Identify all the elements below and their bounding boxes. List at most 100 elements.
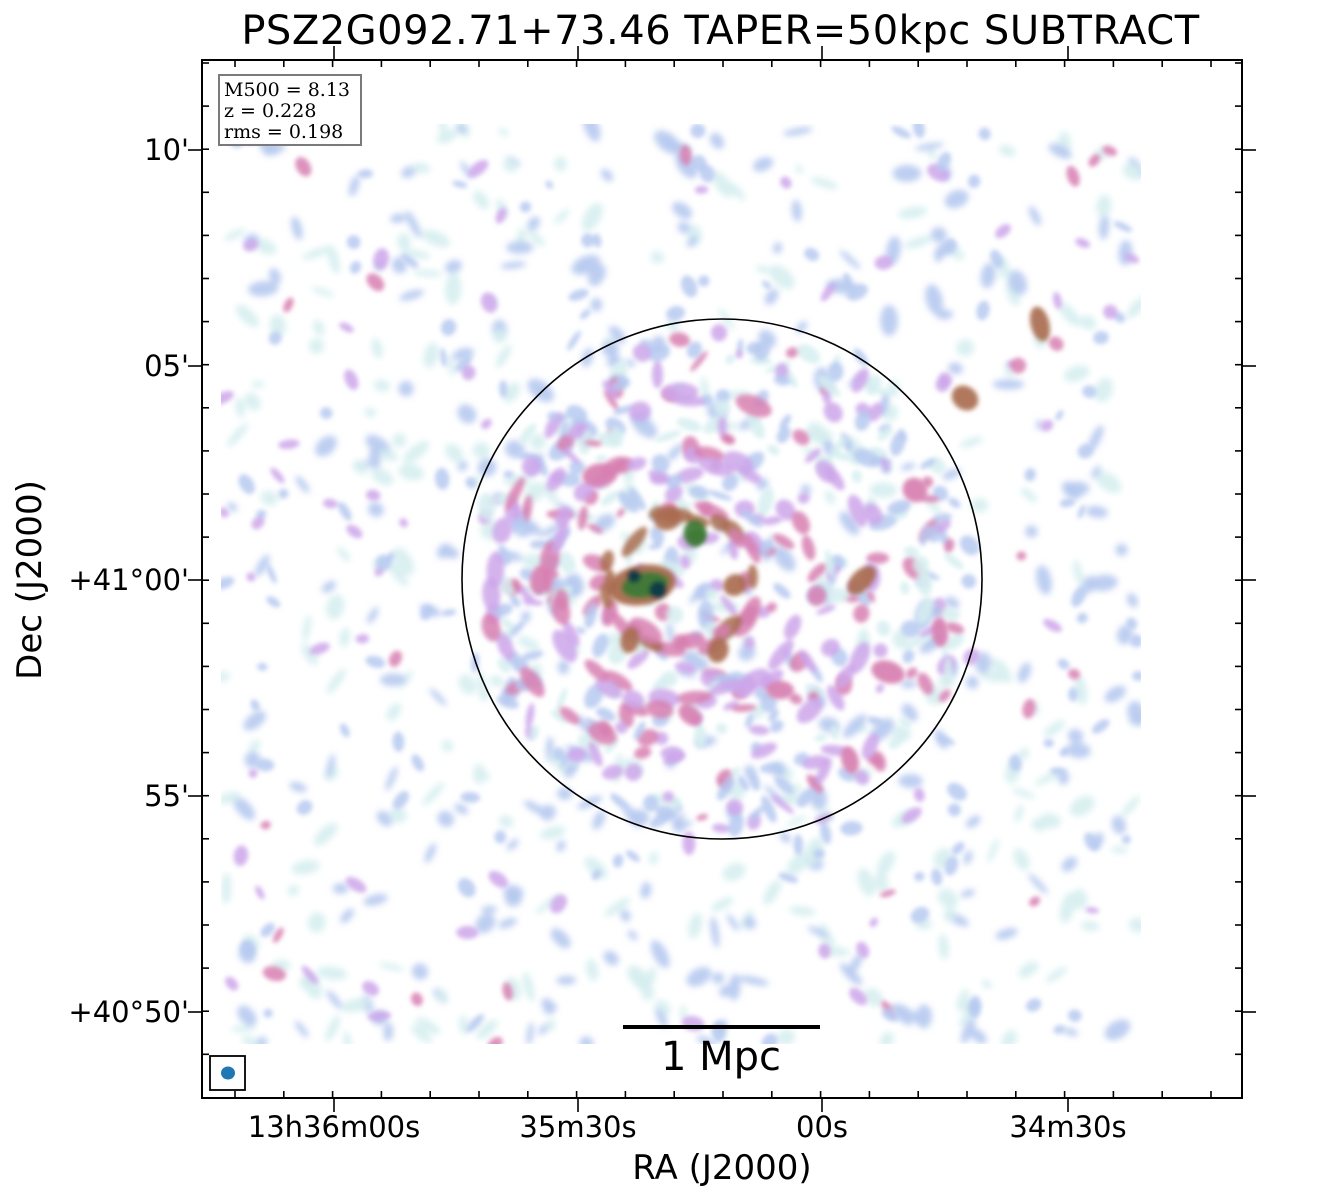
emission-blob	[411, 963, 429, 980]
emission-blob	[586, 958, 599, 982]
emission-blob	[526, 1022, 534, 1044]
emission-blob	[819, 822, 832, 845]
emission-blob	[472, 442, 490, 459]
emission-blob	[1122, 163, 1141, 181]
emission-blob	[421, 229, 451, 248]
emission-blob	[386, 551, 395, 563]
emission-blob	[761, 516, 783, 526]
emission-blob	[521, 456, 542, 477]
emission-blob	[873, 643, 888, 658]
emission-blob	[715, 389, 730, 404]
emission-blob	[649, 581, 667, 599]
emission-blob	[694, 723, 707, 749]
emission-blob	[1055, 410, 1064, 421]
emission-blob	[796, 698, 823, 724]
emission-blob	[1077, 504, 1086, 519]
emission-blob	[522, 972, 535, 1002]
emission-blob	[690, 124, 706, 139]
emission-blob	[452, 180, 468, 188]
emission-blob	[675, 661, 697, 674]
emission-blob	[951, 842, 965, 855]
emission-blob	[660, 746, 685, 762]
emission-blob	[465, 477, 477, 489]
emission-blob	[1043, 618, 1062, 633]
emission-blob	[392, 547, 415, 576]
emission-blob	[981, 979, 992, 989]
emission-blob	[243, 934, 260, 950]
emission-blob	[710, 324, 728, 342]
emission-blob	[620, 626, 640, 654]
emission-blob	[538, 1023, 549, 1036]
emission-blob	[980, 262, 996, 289]
emission-blob	[1059, 498, 1076, 508]
emission-blob	[633, 721, 646, 740]
emission-blob	[446, 354, 455, 377]
emission-blob	[999, 144, 1016, 157]
emission-blob	[779, 414, 792, 430]
emission-blob	[256, 1036, 268, 1044]
emission-blob	[990, 249, 1004, 269]
emission-blob	[349, 261, 362, 274]
emission-blob	[839, 250, 861, 270]
emission-blob	[500, 261, 527, 269]
emission-blob	[916, 569, 933, 596]
emission-blob	[415, 1017, 441, 1035]
emission-blob	[481, 418, 492, 430]
emission-blob	[582, 463, 618, 487]
emission-blob	[1080, 921, 1100, 932]
emission-blob	[970, 1028, 987, 1044]
emission-blob	[311, 286, 335, 297]
emission-blob	[686, 341, 703, 359]
emission-blob	[591, 869, 602, 881]
emission-blob	[1068, 668, 1081, 680]
emission-blob	[600, 169, 614, 182]
emission-blob	[941, 607, 960, 621]
emission-blob	[1040, 419, 1054, 432]
emission-blob	[402, 249, 431, 260]
emission-blob	[405, 210, 422, 239]
emission-blob	[777, 1029, 796, 1044]
emission-blob	[938, 736, 955, 745]
emission-blob	[579, 309, 591, 320]
emission-blob	[221, 671, 231, 683]
emission-blob	[302, 614, 312, 642]
emission-blob	[722, 862, 746, 881]
emission-blob	[783, 783, 801, 806]
emission-blob	[616, 508, 625, 518]
emission-blob	[887, 499, 912, 515]
emission-blob	[592, 810, 606, 830]
emission-blob	[492, 328, 507, 343]
emission-blob	[1009, 754, 1022, 772]
emission-blob	[581, 347, 594, 368]
emission-blob	[326, 990, 343, 1010]
emission-blob	[227, 422, 249, 447]
emission-blob	[640, 882, 652, 899]
emission-blob	[302, 246, 332, 260]
emission-blob	[373, 248, 390, 270]
emission-blob	[269, 314, 287, 337]
emission-blob	[1096, 194, 1112, 218]
emission-blob	[867, 386, 893, 397]
emission-blob	[869, 917, 878, 928]
emission-blob	[444, 273, 462, 305]
emission-blob	[655, 1008, 668, 1028]
emission-blob	[627, 930, 638, 941]
emission-blob	[655, 430, 682, 442]
emission-blob	[1084, 832, 1099, 851]
emission-blob	[678, 704, 702, 726]
emission-blob	[389, 807, 407, 824]
emission-blob	[301, 643, 318, 665]
emission-blob	[613, 405, 634, 415]
emission-blob	[555, 506, 572, 527]
emission-blob	[289, 781, 307, 793]
radio-emission-image	[221, 124, 1141, 1044]
emission-blob	[1082, 385, 1097, 398]
emission-blob	[725, 354, 736, 365]
emission-blob	[567, 423, 585, 439]
emission-blob	[874, 872, 889, 893]
emission-blob	[240, 939, 255, 957]
emission-blob	[925, 284, 943, 315]
emission-blob	[436, 989, 448, 1002]
emission-blob	[590, 298, 603, 312]
emission-blob	[632, 343, 652, 362]
